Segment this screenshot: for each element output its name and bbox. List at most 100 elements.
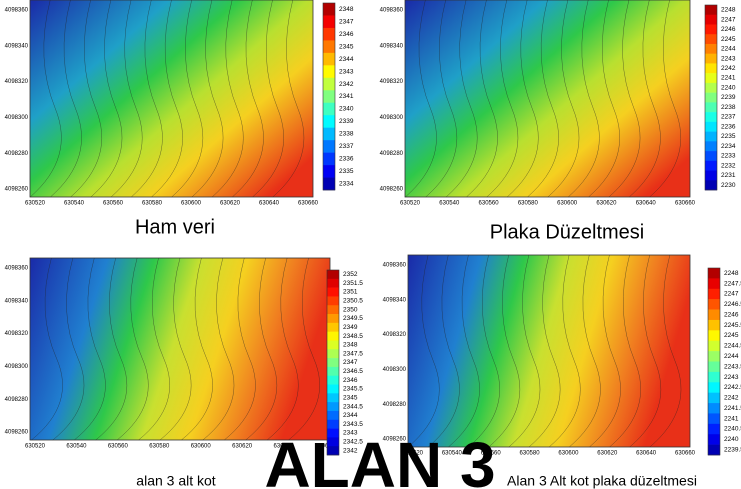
contour-map — [29, 0, 314, 198]
x-tick-label: 630540 — [442, 451, 463, 457]
panel: 630520 630540 630560 630580 630600 630620 6306… — [383, 254, 741, 489]
colorbar-label: 2342 — [339, 81, 354, 88]
contour-line — [589, 254, 621, 448]
colorbar-swatch — [705, 43, 717, 54]
contour-line — [407, 254, 440, 448]
contour-line — [131, 0, 163, 198]
colorbar-label: 2344 — [343, 412, 358, 419]
colorbar-label: 2248 — [724, 270, 739, 277]
colorbar-swatch — [705, 112, 717, 123]
x-tick-label: 630660 — [675, 201, 696, 207]
colorbar-swatch — [323, 127, 335, 141]
colorbar-swatch — [327, 270, 339, 280]
x-tick-label: 630520 — [25, 201, 46, 207]
colorbar-label: 2241 — [724, 415, 739, 422]
contour-line — [527, 0, 559, 198]
x-tick-label: 630560 — [479, 201, 500, 207]
colorbar-swatch — [327, 446, 339, 456]
contour-line — [405, 0, 437, 198]
colorbar-label: 2346 — [343, 377, 358, 384]
y-tick-label: 4098300 — [5, 115, 29, 121]
y-tick-label: 4098360 — [5, 266, 29, 272]
colorbar-swatch — [705, 180, 717, 191]
colorbar-label: 2240.5 — [724, 426, 741, 433]
colorbar-label: 2246 — [724, 311, 739, 318]
contour-line — [588, 0, 620, 198]
colorbar-frame — [707, 267, 721, 456]
contour-line — [569, 254, 601, 448]
y-tick-label: 4098360 — [380, 8, 404, 14]
colorbar-swatch — [705, 170, 717, 181]
y-tick-label: 4098280 — [380, 151, 404, 157]
colorbar-label: 2349.5 — [343, 315, 363, 322]
colorbar-label: 2240 — [724, 436, 739, 443]
colorbar-swatch — [323, 77, 335, 91]
colorbar-swatch — [708, 444, 720, 456]
colorbar-label: 2347 — [343, 359, 358, 366]
x-tick-label: 630520 — [25, 444, 46, 450]
caption: Ham veri — [135, 216, 215, 238]
contour-line — [649, 0, 681, 198]
y-tick-label: 4098260 — [380, 187, 404, 193]
main-title: ALAN 3 — [264, 429, 495, 489]
colorbar-label: 2241.5 — [724, 405, 741, 412]
colorbar-label: 2335 — [339, 168, 354, 175]
x-tick-label: 630620 — [596, 201, 617, 207]
colorbar-label: 2349 — [343, 324, 358, 331]
colorbar-swatch — [705, 53, 717, 64]
colorbar-label: 2233 — [721, 153, 736, 160]
contour-line — [547, 0, 580, 198]
y-tick-label: 4098260 — [5, 430, 29, 436]
colorbar-frame — [322, 2, 336, 191]
colorbar-label: 2344 — [339, 56, 354, 63]
x-tick-label: 630520 — [400, 201, 421, 207]
colorbar-swatch — [705, 121, 717, 132]
contour-line — [272, 0, 305, 198]
contour-line — [138, 257, 170, 441]
colorbar-label: 2236 — [721, 123, 736, 130]
x-tick-label: 630540 — [66, 444, 87, 450]
colorbar-swatch — [323, 27, 335, 41]
colorbar-swatch — [708, 351, 720, 362]
contour-line — [506, 0, 539, 198]
colorbar-label: 2246 — [721, 26, 736, 33]
contour-line — [252, 0, 284, 198]
x-tick-label: 630640 — [274, 444, 295, 450]
colorbar-swatch — [327, 366, 339, 377]
colorbar-label: 2247.5 — [724, 280, 741, 287]
colorbar-swatch — [327, 419, 339, 429]
y-tick-label: 4098280 — [5, 151, 29, 157]
colorbar-swatch — [708, 392, 720, 404]
colorbar-swatch — [327, 314, 339, 324]
colorbar-label: 2241 — [721, 75, 736, 82]
contour-line — [70, 0, 102, 198]
colorbar-label: 2352 — [343, 271, 358, 278]
contour-line — [211, 0, 244, 198]
colorbar-label: 2243 — [721, 55, 736, 62]
x-tick-label: 630620 — [597, 451, 618, 457]
colorbar-swatch — [327, 384, 339, 394]
contour-line — [31, 257, 63, 441]
colorbar-swatch — [705, 151, 717, 162]
colorbar-swatch — [327, 296, 339, 306]
y-tick-label: 4098320 — [380, 79, 404, 85]
colorbar-label: 2245 — [721, 36, 736, 43]
y-tick-label: 4098300 — [5, 364, 29, 370]
colorbar-label: 2237 — [721, 114, 736, 121]
colorbar-label: 2231 — [721, 172, 736, 179]
contour-line — [50, 0, 82, 198]
colorbar-label: 2346 — [339, 31, 354, 38]
x-tick-label: 630520 — [403, 451, 424, 457]
contour-line — [181, 257, 213, 441]
x-tick-label: 630540 — [439, 201, 460, 207]
colorbar-swatch — [705, 24, 717, 35]
colorbar-swatch — [708, 299, 720, 310]
colorbar-label: 2342.5 — [343, 439, 363, 446]
caption: Plaka Düzeltmesi — [490, 221, 645, 243]
colorbar-label: 2345 — [339, 43, 354, 50]
x-tick-label: 630640 — [636, 201, 657, 207]
contour-map — [404, 0, 691, 198]
contour-line — [74, 257, 106, 441]
colorbar-swatch — [327, 410, 339, 421]
colorbar-swatch — [705, 92, 717, 103]
